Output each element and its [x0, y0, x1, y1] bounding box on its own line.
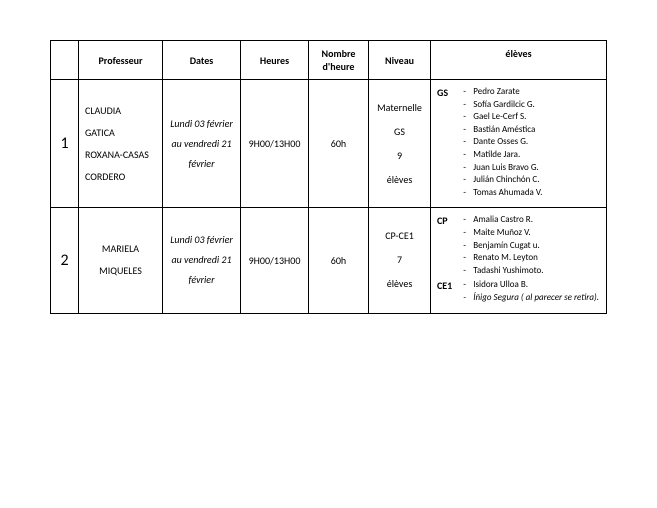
student-item: Íñigo Segura ( al parecer se retira).	[473, 292, 599, 305]
header-row: Professeur Dates Heures Nombre d'heure N…	[51, 41, 607, 80]
table-row: 2 MARIELA MIQUELES Lundi 03 février au v…	[51, 208, 607, 313]
student-item: Isidora Ulloa B.	[473, 279, 599, 292]
dates-cell: Lundi 03 février au vendredi 21 février	[163, 208, 241, 313]
dates-cell: Lundi 03 février au vendredi 21 février	[163, 80, 241, 208]
heures-cell: 9H00/13H00	[241, 80, 309, 208]
prof-cell: MARIELA MIQUELES	[79, 208, 163, 313]
student-item: Juan Luis Bravo G.	[473, 162, 542, 175]
student-item: Tomas Ahumada V.	[473, 187, 542, 200]
student-list: Isidora Ulloa B. Íñigo Segura ( al parec…	[459, 279, 599, 304]
prof-name: CLAUDIA	[85, 100, 156, 122]
header-nombre: Nombre d'heure	[309, 41, 369, 80]
date-line: au vendredi 21	[167, 250, 236, 270]
student-list: Amalia Castro R. Maite Muñoz V. Benjamín…	[459, 214, 543, 277]
niveau-cell: Maternelle GS 9 élèves	[369, 80, 431, 208]
student-item: Sofía Gardilcic G.	[473, 99, 542, 112]
date-line: Lundi 03 février	[167, 230, 236, 250]
header-heures: Heures	[241, 41, 309, 80]
student-item: Renato M. Leyton	[473, 252, 543, 265]
niveau-cell: CP-CE1 7 élèves	[369, 208, 431, 313]
student-item: Gael Le-Cerf S.	[473, 111, 542, 124]
niveau-line: Maternelle	[373, 96, 426, 120]
header-eleves: élèves	[431, 41, 607, 80]
niveau-line: élèves	[373, 168, 426, 192]
student-item: Matilde Jara.	[473, 149, 542, 162]
header-dates: Dates	[163, 41, 241, 80]
row-num: 2	[51, 208, 79, 313]
prof-cell: CLAUDIA GATICA ROXANA-CASAS CORDERO	[79, 80, 163, 208]
group-label: GS	[437, 86, 457, 99]
niveau-line: GS	[373, 120, 426, 144]
student-item: Dante Osses G.	[473, 136, 542, 149]
student-item: Pedro Zarate	[473, 86, 542, 99]
row-num: 1	[51, 80, 79, 208]
date-line: au vendredi 21	[167, 134, 236, 154]
eleves-cell: GS Pedro Zarate Sofía Gardilcic G. Gael …	[431, 80, 607, 208]
niveau-line: CP-CE1	[373, 224, 426, 248]
student-item: Julián Chinchón C.	[473, 174, 542, 187]
niveau-line: 9	[373, 144, 426, 168]
date-line: février	[167, 270, 236, 290]
nombre-cell: 60h	[309, 208, 369, 313]
group-label: CE1	[437, 279, 457, 292]
student-list: Pedro Zarate Sofía Gardilcic G. Gael Le-…	[459, 86, 542, 199]
header-prof: Professeur	[79, 41, 163, 80]
header-num	[51, 41, 79, 80]
niveau-line: élèves	[373, 272, 426, 296]
date-line: février	[167, 154, 236, 174]
prof-name: ROXANA-CASAS	[85, 144, 156, 166]
header-niveau: Niveau	[369, 41, 431, 80]
schedule-table: Professeur Dates Heures Nombre d'heure N…	[50, 40, 607, 314]
student-item: Tadashi Yushimoto.	[473, 265, 543, 278]
prof-name: MARIELA	[85, 238, 156, 260]
student-item: Amalia Castro R.	[473, 214, 543, 227]
student-item: Benjamín Cugat u.	[473, 240, 543, 253]
prof-name: CORDERO	[85, 166, 156, 188]
group-label: CP	[437, 214, 457, 227]
eleves-cell: CP Amalia Castro R. Maite Muñoz V. Benja…	[431, 208, 607, 313]
nombre-cell: 60h	[309, 80, 369, 208]
prof-name: GATICA	[85, 122, 156, 144]
heures-cell: 9H00/13H00	[241, 208, 309, 313]
table-row: 1 CLAUDIA GATICA ROXANA-CASAS CORDERO Lu…	[51, 80, 607, 208]
student-item: Maite Muñoz V.	[473, 227, 543, 240]
niveau-line: 7	[373, 248, 426, 272]
prof-name: MIQUELES	[85, 260, 156, 282]
date-line: Lundi 03 février	[167, 114, 236, 134]
student-item: Bastián Améstica	[473, 124, 542, 137]
